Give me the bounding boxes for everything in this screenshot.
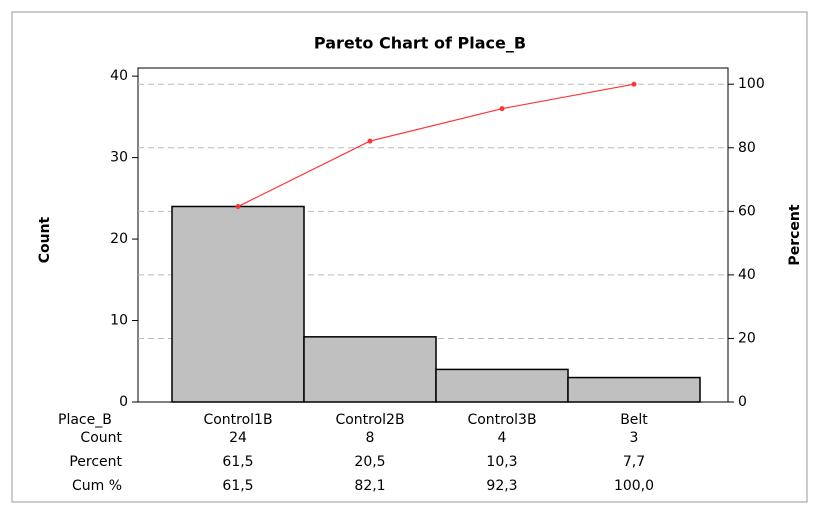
- x-tick-label: Belt: [620, 412, 648, 428]
- cumulative-point: [367, 138, 373, 144]
- percent-cell: 7,7: [623, 454, 645, 470]
- count-cell: 24: [229, 430, 247, 446]
- cum-percent-cell: 82,1: [354, 478, 385, 494]
- y2-tick-label: 80: [738, 140, 756, 156]
- count-cell: 4: [498, 430, 507, 446]
- y-tick-label: 20: [110, 231, 128, 247]
- cum-percent-cell: 92,3: [486, 478, 517, 494]
- y-tick-label: 40: [110, 68, 128, 84]
- row-label: Percent: [69, 454, 122, 470]
- y-tick-label: 30: [110, 150, 128, 166]
- y-tick-label: 10: [110, 313, 128, 329]
- cum-percent-cell: 100,0: [614, 478, 654, 494]
- x-tick-label: Control2B: [335, 412, 404, 428]
- x-tick-label: Control3B: [467, 412, 536, 428]
- bar: [171, 205, 305, 403]
- chart-title: Pareto Chart of Place_B: [314, 34, 526, 53]
- percent-cell: 61,5: [222, 454, 253, 470]
- percent-cell: 20,5: [354, 454, 385, 470]
- count-cell: 3: [630, 430, 639, 446]
- y-tick-label: 0: [119, 394, 128, 410]
- x-tick-label: Control1B: [203, 412, 272, 428]
- bar: [435, 368, 569, 403]
- y2-tick-label: 20: [738, 330, 756, 346]
- cumulative-point: [631, 81, 637, 87]
- bar: [567, 376, 701, 403]
- y2-tick-label: 40: [738, 267, 756, 283]
- y2-tick-label: 60: [738, 203, 756, 219]
- percent-cell: 10,3: [486, 454, 517, 470]
- y2-tick-label: 100: [738, 76, 765, 92]
- row-label: Count: [80, 430, 122, 446]
- y2-axis-label: Percent: [787, 204, 803, 265]
- count-cell: 8: [366, 430, 375, 446]
- cumulative-point: [235, 204, 241, 210]
- y-axis-label: Count: [37, 216, 53, 263]
- cum-percent-cell: 61,5: [222, 478, 253, 494]
- bar: [303, 336, 437, 403]
- cumulative-line: [237, 83, 635, 208]
- row-label: Cum %: [72, 478, 122, 494]
- cumulative-point: [499, 106, 505, 112]
- x-axis-label: Place_B: [58, 412, 112, 428]
- y2-tick-label: 0: [738, 394, 747, 410]
